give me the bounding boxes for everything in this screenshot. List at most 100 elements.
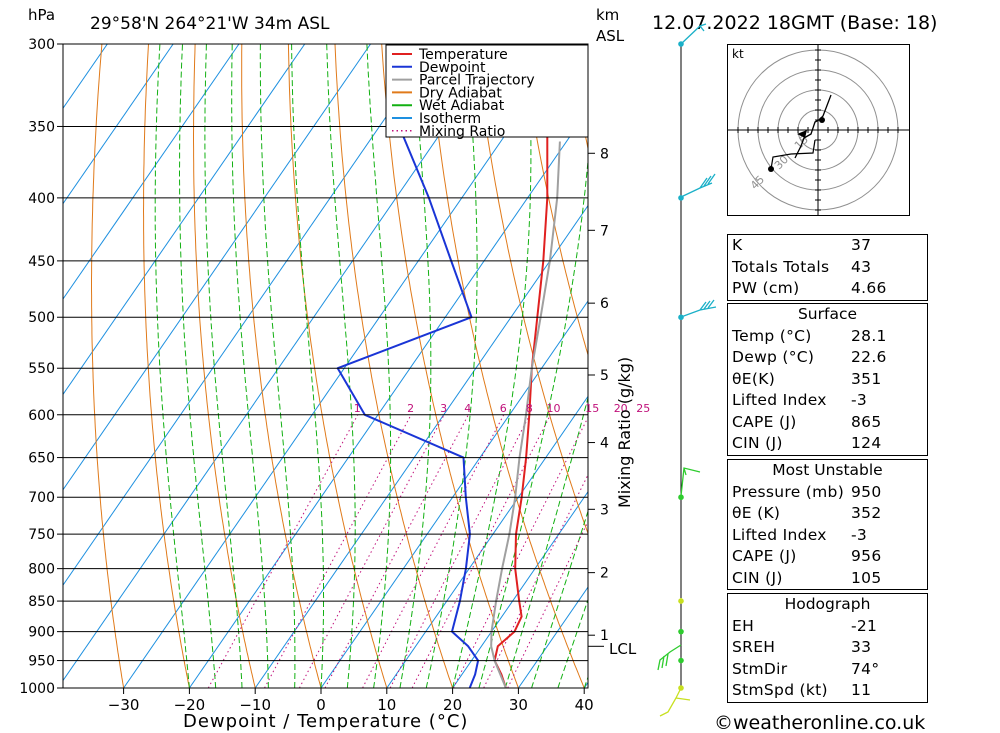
pressure-tick-label: 750 bbox=[28, 527, 55, 543]
legend-label: Parcel Trajectory bbox=[419, 73, 535, 89]
hodo-row-eh: EH -21 bbox=[732, 616, 878, 635]
altitude-tick-label: 8 bbox=[600, 146, 609, 162]
legend-label: Dry Adiabat bbox=[419, 85, 502, 101]
legend-label: Dewpoint bbox=[419, 60, 486, 76]
wet-adiabat-line bbox=[425, 44, 478, 688]
dry-adiabat-line bbox=[142, 44, 190, 688]
pressure-tick-label: 900 bbox=[28, 625, 55, 641]
hodo-row-sreh: SREH 33 bbox=[732, 638, 872, 656]
wind-marker bbox=[678, 685, 684, 691]
pressure-tick-label: 350 bbox=[28, 119, 55, 135]
wet-adiabat-line bbox=[504, 395, 588, 688]
indices-top-box: K 37 Totals Totals 43 PW (cm) 4.66 bbox=[727, 234, 928, 301]
mixing-ratio-line bbox=[411, 414, 551, 688]
km-label: km bbox=[596, 6, 619, 24]
wind-barb bbox=[680, 23, 707, 45]
isotherm-line bbox=[254, 204, 588, 688]
location-title: 29°58'N 264°21'W 34m ASL bbox=[90, 14, 330, 34]
mixing-ratio-label: 4 bbox=[464, 402, 471, 415]
surface-title: Surface bbox=[797, 305, 858, 323]
index-row-totals: Totals Totals 43 bbox=[732, 257, 872, 276]
pressure-tick-label: 450 bbox=[28, 254, 55, 270]
mixing-ratio-line bbox=[324, 414, 469, 688]
temperature-tick-label: 20 bbox=[443, 696, 462, 714]
wind-profile bbox=[657, 23, 717, 717]
temperature-tick-label: 10 bbox=[377, 696, 396, 714]
altitude-tick-label: 2 bbox=[600, 566, 609, 582]
hodo-row-stmdir: StmDir 74° bbox=[732, 659, 880, 678]
pressure-tick-label: 950 bbox=[28, 654, 55, 670]
altitude-tick-label: 4 bbox=[600, 436, 609, 452]
isotherm-line bbox=[63, 44, 371, 491]
most-unstable-title: Most Unstable bbox=[772, 461, 883, 479]
plot-frame bbox=[62, 43, 589, 689]
temperature-tick-label: −30 bbox=[108, 696, 140, 714]
hodo-row-stmspd: StmSpd (kt) 11 bbox=[732, 681, 872, 699]
hodograph-motion-arrow bbox=[797, 130, 807, 138]
mu-row-cape: CAPE (J) 956 bbox=[732, 547, 882, 565]
temperature-line bbox=[493, 44, 550, 688]
mixing-ratio-label: 15 bbox=[585, 402, 599, 415]
dry-adiabat-line bbox=[91, 44, 125, 688]
wind-marker bbox=[678, 598, 684, 604]
wet-adiabat-line bbox=[366, 44, 392, 688]
temperature-tick-label: −20 bbox=[174, 696, 206, 714]
wet-adiabat-line bbox=[259, 44, 296, 688]
wind-barb bbox=[659, 687, 691, 717]
legend-label: Wet Adiabat bbox=[419, 98, 505, 114]
dry-adiabat-line bbox=[193, 44, 256, 688]
mixing-ratio-line bbox=[507, 520, 588, 688]
wet-adiabat-line bbox=[478, 154, 588, 688]
wet-adiabat-line bbox=[399, 44, 432, 688]
mixing-ratio-label: 1 bbox=[354, 402, 361, 415]
pressure-tick-label: 1000 bbox=[19, 681, 55, 697]
datetime-label: 12.07.2022 18GMT (Base: 18) bbox=[652, 12, 937, 34]
mixing-ratio-label: 20 bbox=[614, 402, 628, 415]
mixing-ratio-line bbox=[389, 414, 531, 688]
mixing-ratio-label: 8 bbox=[526, 402, 533, 415]
mixing-ratio-label: 3 bbox=[440, 402, 447, 415]
mixing-ratio-line bbox=[264, 414, 412, 688]
isotherm-line bbox=[452, 490, 588, 688]
pressure-tick-label: 550 bbox=[28, 361, 55, 377]
altitude-tick-label: 6 bbox=[600, 296, 609, 312]
pressure-tick-label: 300 bbox=[28, 37, 55, 53]
wind-marker bbox=[678, 314, 684, 321]
wet-adiabat-line bbox=[204, 44, 243, 688]
mixing-ratio-label: 25 bbox=[636, 402, 650, 415]
dry-adiabat-line bbox=[521, 44, 588, 357]
isotherm-line bbox=[386, 395, 588, 688]
altitude-tick-label: 3 bbox=[600, 502, 609, 518]
wet-adiabat-line bbox=[291, 44, 325, 688]
wind-marker bbox=[678, 657, 684, 664]
wind-barb bbox=[657, 644, 682, 671]
mu-row-pressure: Pressure (mb) 950 bbox=[732, 482, 882, 501]
dewpoint-line bbox=[336, 44, 480, 688]
wind-marker bbox=[678, 628, 684, 635]
mixing-ratio-label: 6 bbox=[500, 402, 507, 415]
pressure-tick-label: 650 bbox=[28, 451, 55, 467]
wet-adiabat-line bbox=[231, 44, 269, 688]
isotherm-line bbox=[63, 44, 503, 682]
mixing-ratio-line bbox=[362, 414, 505, 688]
altitude-tick-label: 1 bbox=[600, 628, 609, 644]
asl-label: ASL bbox=[596, 27, 625, 45]
wind-marker bbox=[678, 494, 684, 501]
mixing-ratio-line bbox=[298, 414, 445, 688]
copyright-text: ©weatheronline.co.uk bbox=[714, 712, 925, 733]
hodograph-title: Hodograph bbox=[784, 595, 871, 613]
dry-adiabat-line bbox=[287, 44, 388, 688]
wind-barb bbox=[680, 173, 716, 198]
surface-row-temp: Temp (°C) 28.1 bbox=[732, 326, 887, 345]
temperature-tick-label: 30 bbox=[509, 696, 528, 714]
dry-adiabat-line bbox=[941, 44, 1000, 688]
wet-adiabat-line bbox=[179, 44, 217, 688]
isotherm-line bbox=[63, 44, 437, 586]
wind-barb bbox=[680, 467, 701, 497]
hodograph-box: Hodograph EH -21 SREH 33 StmDir 74° StmSpd … bbox=[727, 593, 928, 703]
dry-adiabat-line bbox=[241, 44, 322, 688]
surface-row-li: Lifted Index -3 bbox=[732, 391, 868, 409]
pressure-unit-label: hPa bbox=[28, 6, 55, 24]
